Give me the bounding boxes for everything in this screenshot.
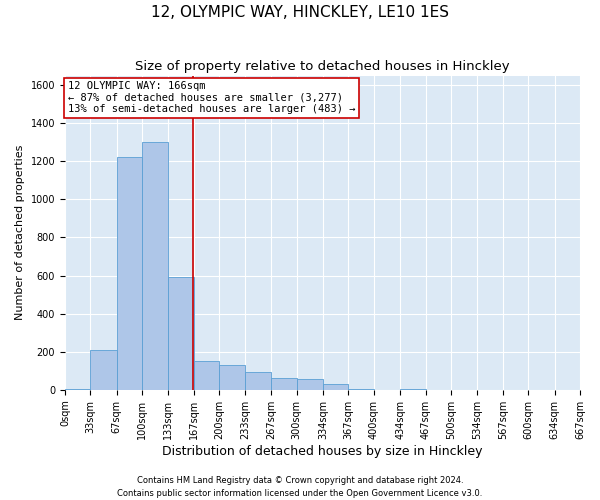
Text: 12 OLYMPIC WAY: 166sqm
← 87% of detached houses are smaller (3,277)
13% of semi-: 12 OLYMPIC WAY: 166sqm ← 87% of detached… bbox=[68, 82, 355, 114]
Bar bbox=[167, 278, 194, 390]
Bar bbox=[349, 389, 374, 390]
Y-axis label: Number of detached properties: Number of detached properties bbox=[15, 145, 25, 320]
Bar bbox=[91, 350, 116, 390]
Bar bbox=[116, 158, 142, 390]
Bar bbox=[323, 384, 349, 390]
Title: Size of property relative to detached houses in Hinckley: Size of property relative to detached ho… bbox=[135, 60, 510, 73]
Bar bbox=[245, 372, 271, 390]
Text: 12, OLYMPIC WAY, HINCKLEY, LE10 1ES: 12, OLYMPIC WAY, HINCKLEY, LE10 1ES bbox=[151, 5, 449, 20]
Bar bbox=[271, 378, 296, 390]
Bar bbox=[296, 380, 323, 390]
Bar bbox=[142, 142, 167, 390]
Bar bbox=[65, 389, 91, 390]
Bar bbox=[220, 365, 245, 390]
Bar bbox=[400, 389, 425, 390]
Text: Contains HM Land Registry data © Crown copyright and database right 2024.
Contai: Contains HM Land Registry data © Crown c… bbox=[118, 476, 482, 498]
X-axis label: Distribution of detached houses by size in Hinckley: Distribution of detached houses by size … bbox=[162, 444, 483, 458]
Bar bbox=[194, 362, 220, 390]
